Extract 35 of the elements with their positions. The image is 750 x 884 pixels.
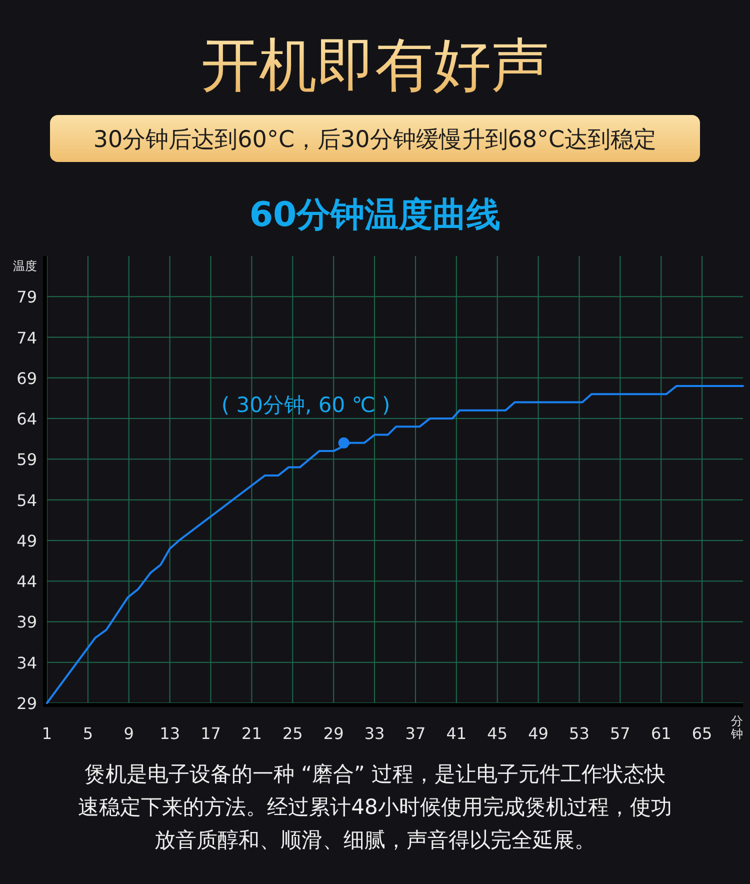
y-tick-label: 49 [16, 531, 37, 550]
x-tick-label: 13 [160, 724, 180, 743]
x-tick-label: 61 [650, 724, 672, 743]
y-tick-label: 64 [16, 410, 37, 429]
x-tick-label: 9 [124, 724, 134, 743]
x-tick-label: 17 [200, 724, 221, 743]
x-tick-label: 1 [42, 724, 52, 743]
x-tick-label: 33 [364, 724, 385, 743]
y-tick-label: 29 [16, 694, 37, 713]
title: 开机即有好声 [201, 31, 549, 99]
ylabel: 温度 [13, 259, 37, 273]
y-tick-label: 44 [16, 572, 37, 592]
xlabel: 分钟 [731, 714, 743, 741]
x-tick-label: 21 [242, 724, 262, 743]
x-tick-label: 29 [323, 724, 344, 743]
y-tick-label: 74 [16, 328, 37, 348]
text: 煲机是电子设备的一种 “磨合” 过程，是让电子元件工作状态快速稳定下来的方法。经过累计48小时候使用完成煲机过程，使功放音质醇和、顺滑、细腻，声音得以完全延展。 [77, 761, 673, 854]
x-tick-label: 5 [82, 724, 94, 743]
x-tick-label: 53 [569, 724, 590, 743]
text: 60分钟温度曲线 [249, 195, 501, 235]
x-tick-label: 25 [282, 724, 303, 743]
y-tick-label: 59 [16, 450, 37, 470]
y-tick-label: 69 [16, 368, 37, 388]
x-tick-label: 65 [692, 724, 712, 743]
y-tick-label: 39 [16, 612, 37, 632]
y-tick-label: 79 [16, 288, 37, 307]
x-tick-label: 57 [610, 724, 630, 743]
x-tick-label: 41 [446, 724, 467, 743]
subtitle: 30分钟后达到60°C，后30分钟缓慢升到68°C达到稳定 [93, 127, 657, 153]
y-tick-label: 54 [16, 490, 37, 510]
x-tick-label: 49 [528, 724, 548, 743]
annotation: ( 30分钟, 60 ℃ ) [221, 392, 390, 417]
x-tick-label: 45 [487, 724, 508, 743]
y-tick-label: 34 [16, 653, 37, 672]
x-tick-label: 37 [405, 724, 426, 743]
